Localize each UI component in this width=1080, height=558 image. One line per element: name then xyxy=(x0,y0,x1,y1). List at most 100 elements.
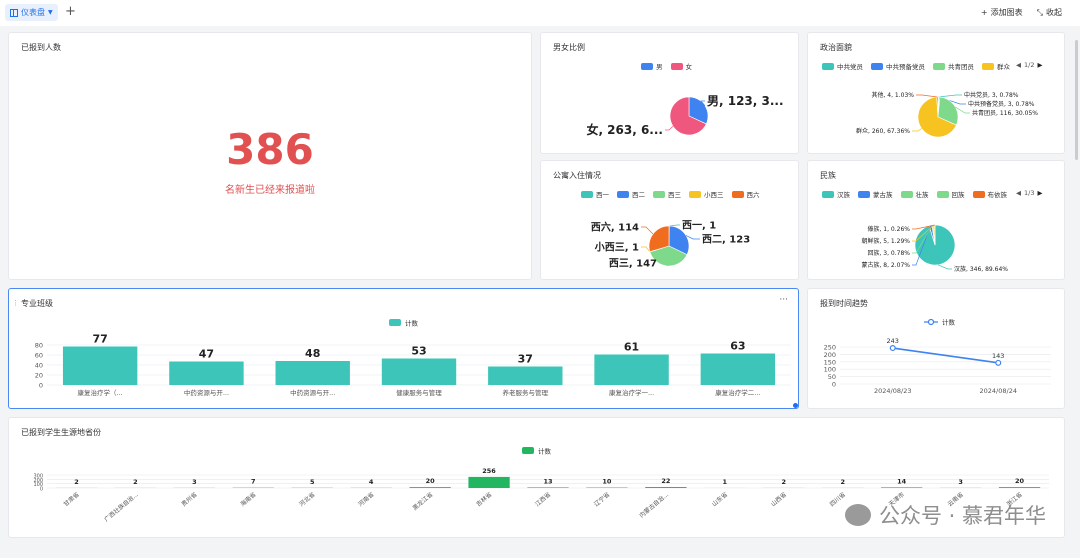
legend-label: 汉族 xyxy=(837,191,850,199)
line-point[interactable] xyxy=(995,359,1002,366)
legend-swatch[interactable] xyxy=(389,319,401,326)
bar[interactable] xyxy=(169,361,244,386)
y-tick-label: 200 xyxy=(33,478,43,484)
pie-slice-2[interactable] xyxy=(937,96,959,126)
pie-slice-1[interactable] xyxy=(668,225,690,256)
legend-label: 女 xyxy=(685,63,693,71)
legend-marker xyxy=(927,318,935,326)
collapse-button[interactable]: ⤡ 收起 xyxy=(1036,7,1062,18)
bar[interactable] xyxy=(409,487,451,488)
add-tab-button[interactable]: + xyxy=(65,4,76,19)
bar[interactable] xyxy=(488,366,563,386)
legend-swatch[interactable] xyxy=(522,447,534,454)
bar-value-label: 5 xyxy=(310,478,315,486)
pie-data-label: 其他, 4, 1.03% xyxy=(871,91,914,99)
legend-item[interactable]: 西一 xyxy=(581,189,609,199)
bar-value-label: 4 xyxy=(369,478,374,486)
chart-legend[interactable]: 汉族 蒙古族 壮族 回族 布依族 xyxy=(822,189,1007,199)
pie-leader-line xyxy=(665,125,674,131)
legend-item[interactable]: 小西三 xyxy=(689,189,724,199)
legend-pager[interactable]: ◀ 1/3 ▶ xyxy=(1016,189,1043,197)
bar[interactable] xyxy=(527,487,569,488)
chevron-left-icon[interactable]: ◀ xyxy=(1016,189,1021,197)
card-title: 民族 xyxy=(820,171,836,180)
pie-data-label: 傣族, 1, 0.26% xyxy=(867,225,910,233)
reported-count-value: 386 xyxy=(226,125,314,174)
add-chart-button[interactable]: + 添加图表 xyxy=(980,8,1023,17)
y-tick-label: 100 xyxy=(33,482,43,488)
chart-legend[interactable]: 男女 xyxy=(641,61,692,71)
card-title: 政治面貌 xyxy=(820,43,852,52)
legend-item[interactable]: 共青团员 xyxy=(933,61,974,71)
bar[interactable] xyxy=(881,487,923,488)
more-menu-button[interactable]: ··· xyxy=(779,295,788,305)
bar[interactable] xyxy=(594,354,669,386)
bar-value-label: 22 xyxy=(661,477,670,485)
bar-value-label: 2 xyxy=(781,478,786,486)
chevron-right-icon[interactable]: ▶ xyxy=(1037,189,1043,197)
legend-label: 蒙古族 xyxy=(873,191,893,199)
y-tick-label: 100 xyxy=(824,366,836,374)
legend-item[interactable]: 群众 xyxy=(982,61,1010,71)
resize-handle[interactable] xyxy=(793,403,798,408)
legend-item[interactable]: 蒙古族 xyxy=(858,189,893,199)
chevron-right-icon[interactable]: ▶ xyxy=(1037,61,1043,69)
legend-label: 小西三 xyxy=(704,191,724,199)
x-tick-label: 山西省 xyxy=(769,490,788,508)
chevron-left-icon[interactable]: ◀ xyxy=(1016,61,1021,69)
plus-icon: + xyxy=(980,8,988,17)
legend-item[interactable]: 西二 xyxy=(617,189,645,199)
legend-item[interactable]: 女 xyxy=(670,61,693,71)
card-dorm-occupancy: 公寓入住情况 西一 西二 西三 小西三 西六 西一, 1 西二, 123 西三, 147 小西… xyxy=(540,160,799,280)
pie-leader-line xyxy=(700,100,706,106)
pie-leader-line xyxy=(669,224,680,227)
pie-slice-3[interactable] xyxy=(917,96,957,138)
line-point[interactable] xyxy=(889,345,896,352)
card-major-class[interactable]: 专业班级 ⋮ ··· 计数 0 20 40 60 80 77 康复治疗学（... 47 中药资源与… xyxy=(8,288,799,409)
pie-leader-line xyxy=(937,264,952,270)
bar[interactable] xyxy=(998,487,1041,488)
y-tick-label: 200 xyxy=(824,351,836,359)
ethnicity-pie-chart: 汉族, 346, 89.64% 蒙古族, 8, 2.07% 回族, 3, 0.78%… xyxy=(861,224,1008,273)
pie-leader-line xyxy=(955,106,970,114)
legend-swatch xyxy=(822,62,834,70)
bar[interactable] xyxy=(645,487,687,488)
series-line[interactable] xyxy=(892,347,999,364)
legend-item[interactable]: 汉族 xyxy=(822,189,850,199)
pie-leader-line xyxy=(912,225,931,266)
legend-item[interactable]: 中共预备党员 xyxy=(871,61,925,71)
pie-slice-4[interactable] xyxy=(648,225,670,252)
bar[interactable] xyxy=(381,358,457,386)
card-title: 专业班级 xyxy=(21,299,53,308)
chart-legend[interactable]: 西一 西二 西三 小西三 西六 xyxy=(581,189,760,199)
bar[interactable] xyxy=(62,346,138,386)
pie-leader-line xyxy=(641,246,651,252)
chart-legend[interactable]: 中共党员 中共预备党员 共青团员 群众 xyxy=(822,61,1010,71)
legend-item[interactable]: 壮族 xyxy=(900,189,929,199)
legend-swatch xyxy=(653,190,665,198)
pie-leader-line xyxy=(641,226,654,235)
chevron-down-icon[interactable]: ▼ xyxy=(48,9,53,16)
legend-pager[interactable]: ◀ 1/2 ▶ xyxy=(1016,61,1043,69)
pie-slice-1[interactable] xyxy=(669,96,707,136)
scrollbar[interactable] xyxy=(1075,40,1078,160)
bar-value-label: 63 xyxy=(730,340,745,353)
bar[interactable] xyxy=(700,353,776,386)
bar[interactable] xyxy=(275,361,350,385)
legend-item[interactable]: 西三 xyxy=(653,189,681,199)
card-reported-count: 已报到人数 386 名新生已经来报道啦 xyxy=(8,32,532,280)
legend-swatch xyxy=(982,62,994,70)
legend-item[interactable]: 西六 xyxy=(731,189,760,199)
drag-handle-icon[interactable]: ⋮ xyxy=(12,299,19,307)
legend-item[interactable]: 回族 xyxy=(936,189,965,199)
tab-dashboard[interactable]: 仪表盘 ▼ xyxy=(5,4,58,21)
bar[interactable] xyxy=(468,476,510,488)
bar-value-label: 61 xyxy=(624,341,639,354)
x-tick-label: 康复治疗学一... xyxy=(609,388,654,397)
legend-item[interactable]: 布依族 xyxy=(972,189,1007,199)
legend-item[interactable]: 中共党员 xyxy=(822,61,863,71)
x-tick-label: 河南省 xyxy=(357,490,376,508)
tab-label: 仪表盘 xyxy=(21,8,45,17)
card-title: 公寓入住情况 xyxy=(553,171,601,180)
legend-item[interactable]: 男 xyxy=(641,61,663,71)
